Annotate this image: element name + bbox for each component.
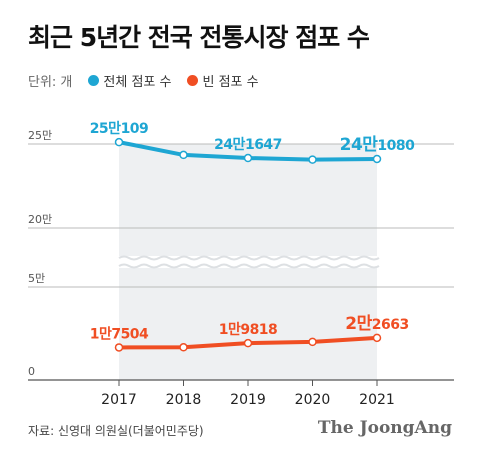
data-point [243, 338, 253, 348]
y-tick-label: 0 [28, 365, 35, 378]
source-note: 자료: 신영대 의원실(더불어민주당) [28, 424, 204, 438]
legend-label-vacant: 빈 점포 수 [202, 74, 259, 90]
y-tick-label: 5만 [28, 272, 45, 285]
data-label: 1만7504 [90, 326, 149, 342]
chart-title: 최근 5년간 전국 전통시장 점포 수 [28, 23, 370, 52]
legend-label-total: 전체 점포 수 [103, 74, 172, 90]
x-tick-label: 2018 [166, 392, 202, 408]
axis-break-wave [118, 263, 380, 269]
legend: 단위: 개 전체 점포 수 빈 점포 수 [28, 70, 275, 90]
data-label: 2만2663 [345, 314, 408, 334]
brand-logo: The JoongAng [317, 418, 452, 438]
x-tick-label: 2020 [295, 392, 331, 408]
data-point [179, 150, 188, 160]
data-point [308, 155, 317, 164]
axis-break-wave [118, 255, 380, 261]
unit-label: 단위: 개 [28, 74, 73, 90]
x-tick-label: 2021 [359, 392, 395, 408]
y-tick-label: 25만 [28, 129, 52, 142]
legend-dot-vacant [187, 74, 199, 86]
y-tick-label: 20만 [28, 213, 52, 226]
x-tick-label: 2019 [230, 392, 266, 408]
data-point [308, 337, 317, 347]
data-point [179, 343, 188, 352]
legend-item-total: 전체 점포 수 [88, 71, 171, 90]
data-label: 25만109 [90, 121, 149, 137]
data-point [243, 153, 253, 163]
x-tick-label: 2017 [101, 392, 137, 408]
data-label: 1만9818 [219, 322, 278, 338]
data-label: 24만1080 [340, 135, 416, 155]
legend-item-vacant: 빈 점포 수 [187, 71, 259, 90]
data-label: 24만1647 [214, 137, 282, 153]
data-point [372, 154, 382, 164]
data-point [114, 137, 124, 147]
data-point [372, 333, 382, 343]
data-point [114, 343, 124, 352]
legend-dot-total [88, 74, 100, 86]
